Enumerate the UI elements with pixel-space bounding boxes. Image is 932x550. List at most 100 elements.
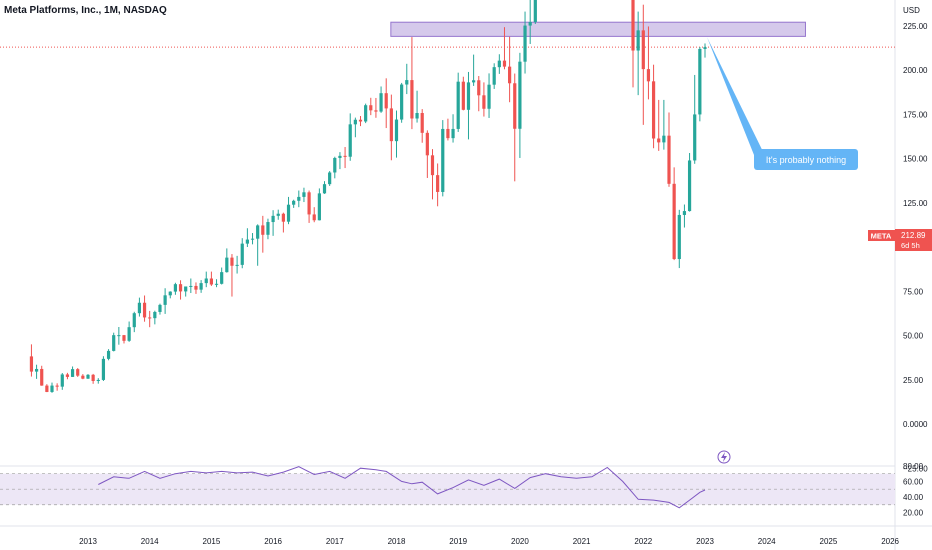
rsi-tick-label: 40.00 bbox=[903, 493, 924, 502]
candle-body bbox=[240, 243, 244, 265]
rsi-tick-label: 20.00 bbox=[903, 508, 924, 517]
candle-body bbox=[651, 81, 656, 139]
candle-body bbox=[137, 302, 142, 314]
candle-body bbox=[672, 183, 676, 260]
candle-body bbox=[497, 60, 501, 68]
candle-body bbox=[50, 385, 54, 392]
candle-body bbox=[461, 81, 465, 110]
resistance-zone[interactable] bbox=[390, 21, 806, 37]
time-tick-label: 2022 bbox=[634, 537, 652, 546]
candle-body bbox=[333, 157, 337, 173]
lightning-icon[interactable] bbox=[717, 450, 731, 464]
candle-body bbox=[117, 335, 121, 337]
price-tick-label: 75.00 bbox=[903, 287, 924, 296]
price-tag: META 212.89 6d 5h bbox=[868, 229, 932, 251]
candle-body bbox=[271, 215, 275, 223]
candle-body bbox=[420, 113, 424, 133]
rsi-tick-label: 80.00 bbox=[903, 462, 924, 471]
candle-body bbox=[261, 225, 265, 235]
candle-body bbox=[518, 61, 522, 129]
time-axis[interactable]: 2013 2014 2015 2016 2017 2018 2019 2020 2021 2022… bbox=[79, 537, 899, 546]
time-tick-label: 2019 bbox=[449, 537, 467, 546]
symbol-tag: META bbox=[871, 232, 892, 241]
time-tick-label: 2015 bbox=[203, 537, 221, 546]
candle-body bbox=[698, 48, 702, 115]
price-tick-label: 50.00 bbox=[903, 332, 924, 341]
candle-body bbox=[302, 192, 306, 197]
candle-body bbox=[142, 302, 147, 318]
price-tick-label: −25.00 bbox=[903, 464, 928, 473]
candle-body bbox=[472, 80, 476, 83]
candle-body bbox=[400, 84, 404, 120]
price-tick-label: 25.00 bbox=[903, 376, 924, 385]
candle-body bbox=[122, 335, 126, 341]
candle-body bbox=[256, 225, 260, 239]
candle-body bbox=[55, 385, 59, 387]
time-tick-label: 2013 bbox=[79, 537, 97, 546]
candle-body bbox=[225, 257, 229, 273]
candle-body bbox=[178, 284, 183, 292]
candle-body bbox=[297, 196, 301, 201]
candle-body bbox=[338, 155, 342, 158]
candle-body bbox=[646, 69, 651, 82]
price-tick-label: 150.00 bbox=[903, 155, 928, 164]
candle-body bbox=[148, 317, 152, 319]
rsi-tick-label: 60.00 bbox=[903, 477, 924, 486]
candle-body bbox=[358, 119, 363, 122]
candle-body bbox=[199, 283, 203, 290]
annotation-callout[interactable] bbox=[754, 149, 858, 170]
candle-body bbox=[230, 257, 234, 266]
candle-body bbox=[209, 278, 213, 285]
candle-body bbox=[677, 214, 681, 260]
time-tick-label: 2017 bbox=[326, 537, 344, 546]
candle-body bbox=[523, 25, 527, 62]
candle-body bbox=[636, 30, 640, 51]
candle-body bbox=[662, 135, 666, 143]
time-tick-label: 2016 bbox=[264, 537, 282, 546]
candle-body bbox=[451, 128, 455, 139]
time-tick-label: 2025 bbox=[820, 537, 838, 546]
candle-body bbox=[405, 80, 409, 85]
candle-body bbox=[430, 155, 435, 176]
candle-body bbox=[687, 160, 692, 212]
candle-body bbox=[65, 374, 70, 377]
candle-body bbox=[667, 135, 671, 184]
candle-body bbox=[425, 132, 429, 156]
candle-body bbox=[348, 124, 352, 157]
candle-body bbox=[508, 66, 512, 84]
candle-body bbox=[410, 80, 414, 119]
candle-body bbox=[34, 368, 39, 372]
candle-body bbox=[322, 184, 327, 194]
candle-body bbox=[389, 108, 393, 142]
candle-body bbox=[127, 327, 131, 341]
candle-body bbox=[194, 285, 198, 290]
candle-body bbox=[112, 335, 116, 351]
candle-body bbox=[693, 114, 697, 161]
candle-body bbox=[533, 0, 537, 23]
candle-body bbox=[374, 110, 378, 112]
candle-body bbox=[682, 211, 687, 215]
candle-body bbox=[266, 222, 270, 235]
candle-body bbox=[29, 356, 34, 372]
candle-body bbox=[492, 67, 496, 85]
time-tick-label: 2018 bbox=[388, 537, 406, 546]
candle-body bbox=[86, 374, 90, 379]
candle-body bbox=[245, 239, 249, 244]
candle-body bbox=[220, 272, 224, 284]
bar-countdown: 6d 5h bbox=[901, 241, 920, 250]
candle-body bbox=[235, 264, 239, 266]
candle-body bbox=[76, 369, 80, 376]
candle-body bbox=[369, 105, 373, 111]
candle-body bbox=[482, 95, 486, 109]
candle-body bbox=[446, 128, 450, 139]
candle-body bbox=[364, 105, 368, 122]
candle-body bbox=[312, 214, 316, 221]
candle-body bbox=[394, 119, 399, 142]
candle-body bbox=[292, 200, 296, 205]
candle-body bbox=[513, 83, 517, 129]
candle-body bbox=[353, 119, 357, 125]
candle-body bbox=[189, 285, 193, 287]
candle-body bbox=[168, 291, 172, 296]
candle-body bbox=[184, 286, 188, 292]
